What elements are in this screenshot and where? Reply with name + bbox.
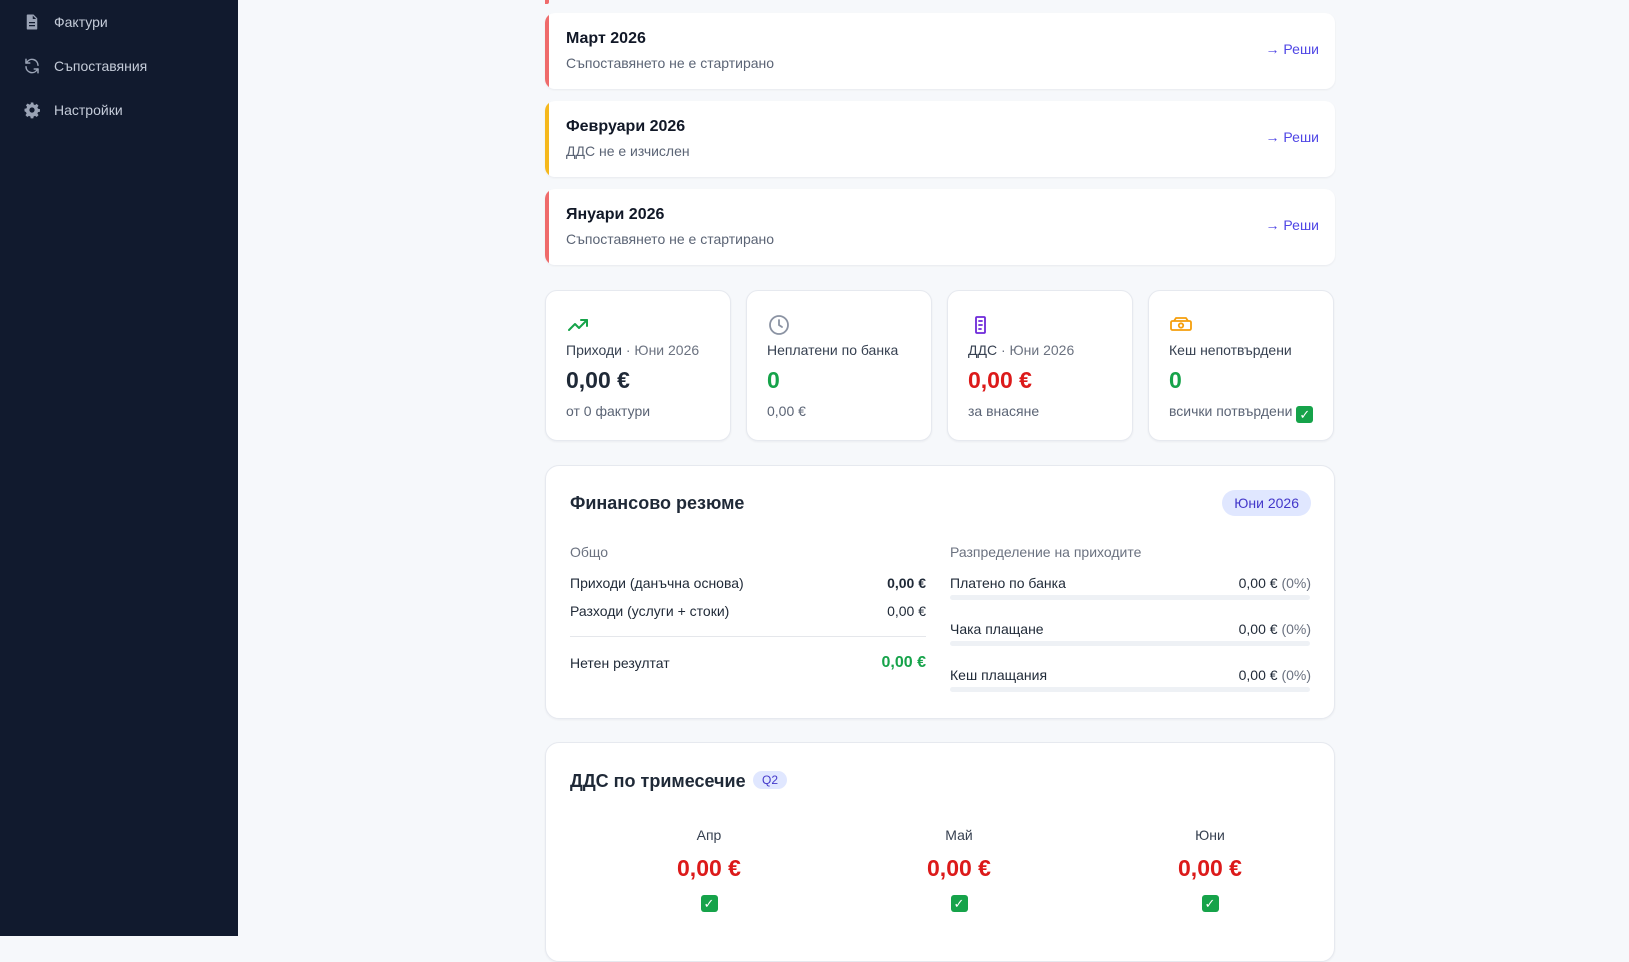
progress-track bbox=[950, 687, 1310, 692]
month-vat-value: 0,00 € bbox=[927, 855, 991, 881]
alert-color-bar bbox=[545, 101, 549, 177]
stat-card-cash: Кеш непотвърдени 0 всички потвърдени ✓ bbox=[1148, 290, 1334, 441]
vat-month-april: Апр 0,00 € ✓ bbox=[639, 827, 779, 912]
month-label: Юни bbox=[1195, 827, 1225, 843]
stat-sub: от 0 фактури bbox=[566, 403, 651, 419]
distribution-value: 0,00 € (0%) bbox=[1238, 667, 1311, 683]
sidebar-item-label: Фактури bbox=[54, 14, 108, 30]
resolve-link[interactable]: → Реши bbox=[1265, 129, 1319, 145]
income-value: 0,00 € bbox=[887, 575, 926, 591]
alert-color-bar bbox=[545, 189, 549, 265]
clock-icon bbox=[767, 313, 791, 337]
alert-subtitle: ДДС не е изчислен bbox=[566, 143, 690, 159]
net-value: 0,00 € bbox=[881, 654, 926, 671]
net-label: Нетен резултат bbox=[570, 655, 670, 671]
resolve-link[interactable]: → Реши bbox=[1265, 41, 1319, 57]
total-section-label: Общо bbox=[570, 544, 609, 560]
card-title: ДДС по тримесечие bbox=[570, 771, 746, 791]
distribution-label: Платено по банка bbox=[950, 575, 1066, 591]
vat-month-june: Юни 0,00 € ✓ bbox=[1140, 827, 1280, 912]
vat-month-may: Май 0,00 € ✓ bbox=[889, 827, 1029, 912]
check-icon: ✓ bbox=[1201, 895, 1219, 912]
progress-track bbox=[950, 595, 1310, 600]
trending-up-icon bbox=[566, 313, 590, 337]
stat-label: Кеш непотвърдени bbox=[1169, 342, 1292, 358]
stat-value: 0 bbox=[767, 367, 780, 393]
stat-label: Приходи · Юни 2026 bbox=[566, 342, 700, 358]
expense-value: 0,00 € bbox=[887, 603, 926, 619]
card-title: Финансово резюме bbox=[570, 493, 745, 513]
distribution-value: 0,00 € (0%) bbox=[1238, 575, 1311, 591]
sidebar-item-reconciliations[interactable]: Съпоставяния bbox=[22, 54, 147, 78]
alert-title: Март 2026 bbox=[566, 30, 646, 47]
sidebar-item-settings[interactable]: Настройки bbox=[22, 98, 123, 122]
alert-title: Януари 2026 bbox=[566, 206, 665, 223]
stat-sub: 0,00 € bbox=[767, 403, 806, 419]
distribution-label: Кеш плащания bbox=[950, 667, 1048, 683]
alert-subtitle: Съпоставянето не е стартирано bbox=[566, 55, 775, 71]
resolve-link[interactable]: → Реши bbox=[1265, 217, 1319, 233]
alert-subtitle: Съпоставянето не е стартирано bbox=[566, 231, 775, 247]
month-vat-value: 0,00 € bbox=[1178, 855, 1242, 881]
previous-alert-edge bbox=[545, 0, 549, 4]
stat-sub: за внасяне bbox=[968, 403, 1040, 419]
stat-label: Неплатени по банка bbox=[767, 342, 899, 358]
receipt-icon bbox=[968, 313, 992, 337]
alert-card: Март 2026 Съпоставянето не е стартирано … bbox=[545, 13, 1335, 89]
financial-summary-card: Финансово резюме Юни 2026 Общо Приходи (… bbox=[545, 465, 1335, 719]
expense-label: Разходи (услуги + стоки) bbox=[570, 603, 730, 619]
period-badge: Юни 2026 bbox=[1222, 490, 1311, 516]
divider bbox=[570, 636, 926, 637]
month-vat-value: 0,00 € bbox=[677, 855, 741, 881]
check-icon: ✓ bbox=[700, 895, 718, 912]
sidebar-item-label: Настройки bbox=[54, 102, 123, 118]
document-icon bbox=[22, 12, 42, 32]
stat-value: 0,00 € bbox=[566, 367, 630, 393]
distribution-section-label: Разпределение на приходите bbox=[950, 544, 1142, 560]
month-label: Май bbox=[945, 827, 973, 843]
stat-card-income: Приходи · Юни 2026 0,00 € от 0 фактури bbox=[545, 290, 731, 441]
alert-card: Февруари 2026 ДДС не е изчислен → Реши bbox=[545, 101, 1335, 177]
stat-value: 0,00 € bbox=[968, 367, 1032, 393]
check-icon: ✓ bbox=[1296, 406, 1314, 423]
cash-icon bbox=[1169, 313, 1193, 337]
alert-color-bar bbox=[545, 13, 549, 89]
distribution-value: 0,00 € (0%) bbox=[1238, 621, 1311, 637]
refresh-icon bbox=[22, 56, 42, 76]
stat-sub: всички потвърдени ✓ bbox=[1169, 403, 1314, 423]
month-label: Апр bbox=[696, 827, 722, 843]
alert-card: Януари 2026 Съпоставянето не е стартиран… bbox=[545, 189, 1335, 265]
quarter-badge: Q2 bbox=[753, 771, 788, 789]
distribution-label: Чака плащане bbox=[950, 621, 1044, 637]
stat-card-vat: ДДС · Юни 2026 0,00 € за внасяне bbox=[947, 290, 1133, 441]
sidebar: Фактури Съпоставяния Настройки bbox=[0, 0, 238, 936]
income-label: Приходи (данъчна основа) bbox=[570, 575, 744, 591]
sidebar-item-label: Съпоставяния bbox=[54, 58, 148, 74]
sidebar-item-invoices[interactable]: Фактури bbox=[22, 10, 108, 34]
vat-quarter-card: ДДС по тримесечие Q2 Апр 0,00 € ✓ Май 0,… bbox=[545, 742, 1335, 962]
gear-icon bbox=[22, 100, 42, 120]
progress-track bbox=[950, 641, 1310, 646]
check-icon: ✓ bbox=[950, 895, 968, 912]
stat-label: ДДС · Юни 2026 bbox=[968, 342, 1075, 358]
stat-card-unpaid: Неплатени по банка 0 0,00 € bbox=[746, 290, 932, 441]
alert-title: Февруари 2026 bbox=[566, 118, 686, 135]
stat-value: 0 bbox=[1169, 367, 1182, 393]
